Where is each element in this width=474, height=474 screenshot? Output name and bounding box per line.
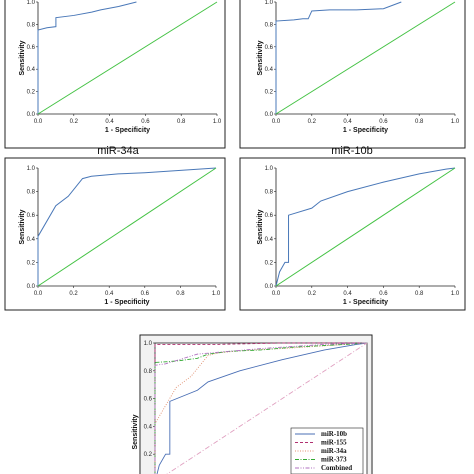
roc-curve-line — [275, 1, 402, 114]
y-tick-label: 0.4 — [27, 237, 36, 243]
roc-panel-2: 0.0 0.2 0.4 0.6 0.8 1.0 0.0 0.2 0.4 0.6 0.8 1.0 1 - … — [239, 0, 466, 149]
y-axis-label: Sensitivity — [132, 414, 139, 449]
x-tick-label: 0.8 — [177, 119, 186, 125]
legend-label: Combined — [321, 464, 352, 472]
x-axis-label: 1 - Specificity — [105, 127, 150, 134]
x-tick-label: 0.6 — [379, 291, 388, 297]
y-tick-label: 0.6 — [144, 397, 153, 403]
y-tick-label: 0.0 — [27, 112, 36, 118]
x-tick-label: 0.6 — [141, 119, 150, 125]
y-tick-label: 0.6 — [27, 45, 36, 51]
y-tick-label: 0.6 — [27, 213, 36, 219]
reference-diagonal-line — [166, 342, 368, 474]
y-tick-label: 0.8 — [265, 22, 274, 28]
x-axis-label: 1 - Specificity — [343, 127, 388, 134]
y-tick-label: 0.8 — [27, 190, 36, 196]
reference-diagonal-line — [275, 167, 456, 287]
x-tick-label: 0.6 — [141, 291, 150, 297]
roc-curve-line — [275, 167, 456, 287]
y-tick-label: 0.8 — [27, 22, 36, 28]
x-tick-label: 0.0 — [34, 291, 43, 297]
legend-label: miR-10b — [321, 430, 347, 438]
x-tick-label: 0.4 — [105, 291, 114, 297]
x-tick-label: 0.2 — [69, 291, 78, 297]
reference-diagonal-line — [37, 1, 218, 115]
y-axis-label: Sensitivity — [19, 209, 26, 244]
y-tick-label: 0.4 — [265, 237, 274, 243]
y-tick-label: 0.0 — [265, 112, 274, 118]
y-tick-label: 0.8 — [144, 369, 153, 375]
y-tick-label: 0.2 — [27, 90, 36, 96]
reference-diagonal-line — [275, 1, 456, 115]
x-tick-label: 0.4 — [343, 291, 352, 297]
panel-frame — [239, 0, 466, 149]
y-axis-label: Sensitivity — [257, 209, 264, 244]
y-tick-label: 1.0 — [265, 0, 274, 6]
x-tick-label: 0.2 — [308, 119, 317, 125]
y-tick-label: 0.2 — [265, 260, 274, 266]
series-line-mir-373 — [154, 342, 368, 474]
x-tick-label: 0.6 — [379, 119, 388, 125]
panel-frame — [4, 157, 226, 311]
x-tick-label: 1.0 — [212, 291, 221, 297]
x-tick-label: 1.0 — [213, 119, 222, 125]
y-tick-label: 0.8 — [265, 190, 274, 196]
x-tick-label: 0.8 — [176, 291, 185, 297]
panel-title: miR-10b — [331, 145, 373, 157]
x-tick-label: 0.0 — [272, 291, 281, 297]
x-tick-label: 0.4 — [343, 119, 352, 125]
roc-panel-5: 0.00.20.40.60.81.0SensitivitymiR-10bmiR-… — [132, 334, 373, 474]
x-tick-label: 0.2 — [70, 119, 79, 125]
x-tick-label: 0.8 — [415, 119, 424, 125]
roc-curve-line — [37, 167, 217, 286]
y-tick-label: 0.4 — [265, 67, 274, 73]
legend-label: miR-34a — [321, 447, 347, 455]
roc-panel-1: 0.0 0.2 0.4 0.6 0.8 1.0 0.0 0.2 0.4 0.6 0.8 1.0 1 - … — [4, 0, 226, 149]
y-tick-label: 0.0 — [265, 284, 274, 290]
x-tick-label: 1.0 — [451, 119, 460, 125]
roc-panel-3: 0.0 0.2 0.4 0.6 0.8 1.0 0.0 0.2 0.4 0.6 0.8 1.0 1 - … — [4, 145, 226, 311]
y-tick-label: 0.4 — [144, 424, 153, 430]
legend-label: miR-155 — [321, 439, 347, 447]
y-tick-label: 1.0 — [265, 166, 274, 172]
x-tick-label: 0.4 — [105, 119, 114, 125]
series-line-mir-10b — [156, 342, 368, 474]
roc-curve-line — [37, 1, 137, 114]
y-tick-label: 0.6 — [265, 45, 274, 51]
x-axis-label: 1 - Specificity — [343, 299, 388, 306]
x-tick-label: 1.0 — [451, 291, 460, 297]
x-tick-label: 0.0 — [34, 119, 43, 125]
panel-frame — [239, 157, 466, 311]
y-axis-label: Sensitivity — [257, 40, 264, 75]
x-tick-label: 0.0 — [272, 119, 281, 125]
y-tick-label: 0.2 — [27, 260, 36, 266]
reference-diagonal-line — [37, 167, 217, 287]
panel-title: miR-34a — [97, 145, 139, 157]
x-axis-label: 1 - Specificity — [104, 299, 149, 306]
y-tick-label: 0.4 — [27, 67, 36, 73]
series-line-combined — [154, 342, 368, 474]
x-tick-label: 0.8 — [415, 291, 424, 297]
y-tick-label: 0.2 — [144, 452, 153, 458]
y-axis-label: Sensitivity — [19, 40, 26, 75]
legend-label: miR-373 — [321, 456, 347, 464]
y-tick-label: 0.2 — [265, 90, 274, 96]
x-tick-label: 0.2 — [308, 291, 317, 297]
y-tick-label: 0.0 — [27, 284, 36, 290]
y-tick-label: 1.0 — [27, 0, 36, 6]
y-tick-label: 1.0 — [27, 166, 36, 172]
y-tick-label: 0.6 — [265, 213, 274, 219]
roc-panel-4: 0.0 0.2 0.4 0.6 0.8 1.0 0.0 0.2 0.4 0.6 0.8 1.0 1 - … — [239, 145, 466, 311]
panel-frame — [4, 0, 226, 149]
y-tick-label: 1.0 — [144, 341, 153, 347]
